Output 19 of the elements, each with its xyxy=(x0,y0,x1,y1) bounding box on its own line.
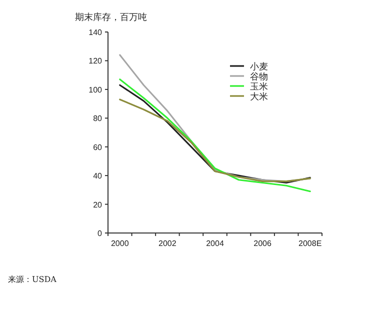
y-tick-label: 60 xyxy=(93,142,103,152)
legend-label: 小麦 xyxy=(250,62,268,72)
y-axis-title: 期末库存，百万吨 xyxy=(75,12,147,23)
y-tick-label: 140 xyxy=(88,28,103,37)
y-tick-label: 0 xyxy=(98,229,103,238)
y-tick-label: 120 xyxy=(88,56,103,66)
x-tick-label: 2000 xyxy=(110,239,130,248)
legend-label: 大米 xyxy=(250,92,268,102)
legend-label: 谷物 xyxy=(250,72,268,82)
x-tick-label: 2002 xyxy=(158,239,177,248)
x-tick-label: 2008E xyxy=(298,239,322,248)
x-tick-label: 2004 xyxy=(206,239,224,248)
y-tick-label: 80 xyxy=(93,114,103,124)
x-tick-label: 2006 xyxy=(254,239,272,248)
source-note: 来源：USDA xyxy=(8,275,57,284)
y-tick-label: 20 xyxy=(93,200,103,210)
legend-label: 玉米 xyxy=(250,82,268,92)
y-tick-label: 100 xyxy=(88,85,103,94)
y-tick-label: 40 xyxy=(93,172,103,181)
